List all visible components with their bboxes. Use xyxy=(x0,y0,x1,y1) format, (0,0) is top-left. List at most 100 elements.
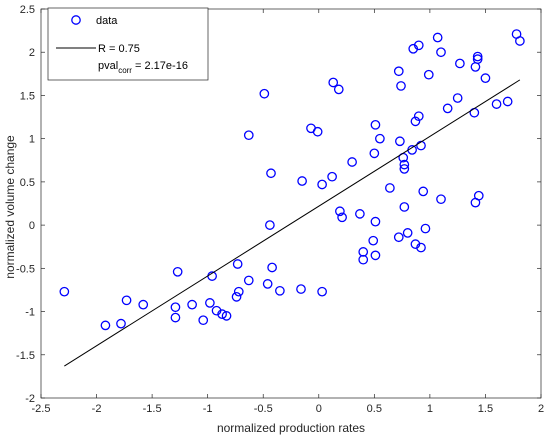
data-point xyxy=(217,309,227,319)
data-point xyxy=(172,266,183,277)
data-point xyxy=(232,259,243,269)
data-point xyxy=(138,299,149,310)
data-point xyxy=(347,157,357,167)
y-tick-label: -1.5 xyxy=(16,350,35,362)
data-point xyxy=(221,311,232,321)
data-point xyxy=(317,286,327,297)
data-point xyxy=(413,40,424,51)
legend: data R = 0.75 pvalcorr = 2.17e-16 xyxy=(47,7,209,81)
data-point xyxy=(399,202,410,212)
axes: -2.5 -2 -1.5 -1 -0.5 0 0.5 1 1.5 2-2-1.5-1-0.500.… xyxy=(16,4,544,415)
data-point xyxy=(116,318,126,329)
data-point xyxy=(472,51,483,62)
data-point xyxy=(455,58,465,69)
data-point xyxy=(358,254,369,265)
x-tick-label: -1 xyxy=(203,403,213,415)
data-point xyxy=(423,69,434,80)
y-tick-label: 2 xyxy=(29,47,35,59)
data-point xyxy=(472,54,483,64)
legend-fit-label: R = 0.75 xyxy=(98,43,140,55)
data-point xyxy=(370,250,381,261)
legend-pval-subscript: corr xyxy=(118,66,132,75)
legend-data-marker xyxy=(71,15,81,25)
legend-pval-main: pval xyxy=(98,60,118,72)
x-tick-label: 1 xyxy=(427,403,433,415)
plot-area xyxy=(59,29,525,367)
data-point xyxy=(393,232,404,243)
data-point xyxy=(436,47,446,58)
data-point xyxy=(205,298,215,308)
data-point xyxy=(470,62,481,72)
data-point xyxy=(267,262,277,273)
data-point xyxy=(418,186,429,197)
data-point xyxy=(170,312,181,323)
x-axis-label: normalized production rates xyxy=(217,421,365,435)
data-point xyxy=(328,77,339,88)
x-tick-label: 0.5 xyxy=(367,403,382,415)
data-point xyxy=(432,32,443,43)
y-tick-label: -1 xyxy=(25,307,35,319)
data-point xyxy=(266,168,276,179)
data-point xyxy=(121,295,132,306)
y-tick-label: 1 xyxy=(29,134,35,146)
legend-data-label: data xyxy=(96,15,118,27)
data-point xyxy=(515,36,525,46)
y-axis-label: normalized volume change xyxy=(3,135,17,279)
data-point xyxy=(385,183,395,193)
data-point xyxy=(355,209,365,219)
data-point xyxy=(410,116,421,127)
data-point xyxy=(296,284,306,294)
data-point xyxy=(420,223,431,234)
data-point xyxy=(396,81,406,91)
data-point xyxy=(317,179,327,190)
data-point xyxy=(399,164,410,174)
data-point xyxy=(259,88,270,99)
data-point xyxy=(370,119,381,130)
data-point xyxy=(436,194,446,205)
data-point xyxy=(170,302,181,313)
legend-box xyxy=(47,7,209,81)
data-point xyxy=(416,140,426,151)
data-point xyxy=(233,286,244,297)
data-point xyxy=(473,190,484,201)
y-tick-label: 1.5 xyxy=(20,90,35,102)
legend-pval-label: pvalcorr = 2.17e-16 xyxy=(98,60,188,75)
data-point xyxy=(327,171,337,182)
x-tick-label: 1.5 xyxy=(478,403,493,415)
data-point xyxy=(502,96,513,107)
data-point xyxy=(399,159,410,170)
data-point xyxy=(393,66,404,77)
data-point xyxy=(297,176,307,186)
x-tick-label: 2 xyxy=(538,403,544,415)
data-point xyxy=(369,148,380,159)
data-point xyxy=(231,292,242,302)
data-point xyxy=(187,299,197,310)
y-tick-label: -0.5 xyxy=(16,263,35,275)
data-point xyxy=(491,99,502,109)
data-point xyxy=(480,73,491,84)
data-point xyxy=(275,285,285,296)
data-point xyxy=(59,286,70,297)
data-point xyxy=(100,320,111,331)
data-point xyxy=(262,279,273,289)
x-tick-label: -0.5 xyxy=(254,403,273,415)
y-tick-label: 0.5 xyxy=(20,177,35,189)
data-point xyxy=(416,242,426,253)
x-tick-label: -1.5 xyxy=(143,403,162,415)
data-point xyxy=(452,93,463,103)
data-point xyxy=(265,220,275,230)
plot-frame xyxy=(40,8,542,399)
data-point xyxy=(368,235,379,246)
data-point xyxy=(198,315,209,326)
y-tick-label: -2 xyxy=(25,393,35,405)
data-point xyxy=(442,103,453,114)
data-point xyxy=(402,228,413,238)
data-point xyxy=(413,111,424,122)
data-point xyxy=(375,133,385,144)
data-point xyxy=(243,275,254,286)
data-point xyxy=(395,136,405,147)
x-tick-label: -2.5 xyxy=(32,403,51,415)
data-point xyxy=(335,206,345,217)
fit-line xyxy=(64,79,521,367)
